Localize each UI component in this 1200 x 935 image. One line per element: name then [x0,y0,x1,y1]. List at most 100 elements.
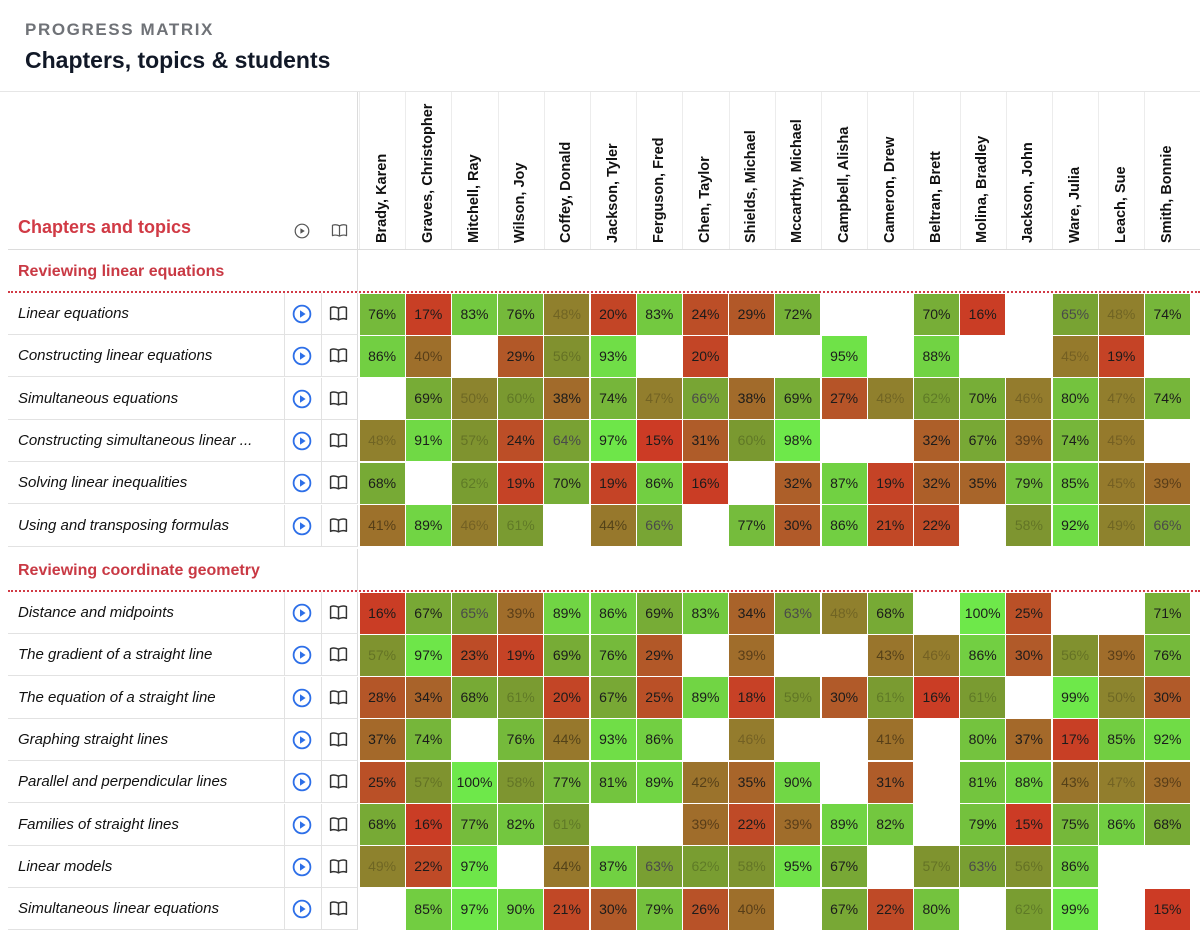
score-cell[interactable]: 75% [1052,804,1098,845]
score-cell[interactable]: 93% [590,335,636,377]
score-cell[interactable]: 86% [960,634,1006,676]
score-cell[interactable]: 16% [359,592,405,634]
score-cell[interactable]: 57% [359,634,405,676]
score-cell[interactable]: 47% [1098,378,1144,420]
score-cell[interactable]: 56% [544,335,590,377]
score-cell[interactable]: 79% [636,888,682,930]
score-cell[interactable]: 24% [683,293,728,335]
student-column-header[interactable]: Ware, Julia [1052,92,1098,249]
score-cell[interactable]: 86% [1098,804,1144,845]
score-cell[interactable]: 58% [1006,505,1052,546]
score-cell[interactable]: 85% [1052,462,1098,504]
score-cell[interactable]: 87% [821,462,867,504]
score-cell[interactable]: 86% [636,719,682,761]
score-cell[interactable]: 67% [405,592,451,634]
score-cell[interactable]: 62% [914,378,959,420]
score-cell[interactable]: 17% [1052,719,1098,761]
score-cell[interactable]: 46% [914,634,959,676]
play-video-icon[interactable] [292,857,312,882]
score-cell[interactable]: 68% [1145,804,1190,845]
score-cell[interactable]: 39% [1145,761,1190,803]
score-cell[interactable]: 59% [775,677,821,719]
score-cell[interactable]: 74% [1052,420,1098,462]
score-cell[interactable]: 79% [1006,462,1052,504]
score-cell[interactable]: 50% [1098,677,1144,719]
play-video-icon[interactable] [292,516,312,541]
open-book-icon[interactable] [329,474,348,496]
score-cell[interactable]: 46% [729,719,775,761]
student-column-header[interactable]: Molina, Bradley [959,92,1006,249]
play-video-icon[interactable] [292,603,312,628]
open-book-icon[interactable] [329,305,348,327]
score-cell[interactable]: 77% [729,505,775,546]
score-cell[interactable]: 18% [729,677,775,719]
student-column-header[interactable]: Wilson, Joy [497,92,544,249]
score-cell[interactable]: 88% [914,335,959,377]
open-book-icon[interactable] [329,432,348,454]
score-cell[interactable]: 79% [960,804,1006,845]
play-video-icon[interactable] [292,772,312,797]
score-cell[interactable]: 85% [405,888,451,930]
topic-row[interactable]: Using and transposing formulas [8,504,358,547]
play-video-icon[interactable] [292,346,312,371]
score-cell[interactable]: 82% [867,804,913,845]
score-cell[interactable]: 29% [498,335,544,377]
open-book-icon[interactable] [329,517,348,539]
score-cell[interactable]: 39% [775,804,821,845]
open-book-icon[interactable] [329,900,348,922]
score-cell[interactable]: 74% [405,719,451,761]
score-cell[interactable]: 57% [452,420,497,462]
score-cell[interactable]: 45% [1052,335,1098,377]
score-cell[interactable]: 47% [636,378,682,420]
open-book-icon[interactable] [329,731,348,753]
score-cell[interactable]: 45% [1098,420,1144,462]
play-video-icon[interactable] [292,389,312,414]
topic-row[interactable]: The gradient of a straight line [8,634,358,677]
score-cell[interactable]: 49% [1098,505,1144,546]
score-cell[interactable]: 21% [867,505,913,546]
score-cell[interactable]: 90% [775,761,821,803]
score-cell[interactable]: 25% [636,677,682,719]
score-cell[interactable]: 28% [359,677,405,719]
score-cell[interactable]: 45% [1098,462,1144,504]
score-cell[interactable]: 65% [1052,293,1098,335]
score-cell[interactable]: 76% [498,293,544,335]
score-cell[interactable]: 63% [636,846,682,888]
score-cell[interactable]: 16% [914,677,959,719]
score-cell[interactable]: 67% [821,846,867,888]
score-cell[interactable]: 32% [775,462,821,504]
student-column-header[interactable]: Jackson, John [1005,92,1052,249]
score-cell[interactable]: 66% [636,505,682,546]
open-book-icon[interactable] [329,773,348,795]
play-video-icon[interactable] [292,899,312,924]
score-cell[interactable]: 76% [1145,634,1190,676]
score-cell[interactable]: 68% [867,592,913,634]
score-cell[interactable]: 30% [821,677,867,719]
score-cell[interactable]: 74% [590,378,636,420]
score-cell[interactable]: 23% [452,634,497,676]
score-cell[interactable]: 63% [775,592,821,634]
score-cell[interactable]: 44% [590,505,636,546]
score-cell[interactable]: 58% [498,761,544,803]
score-cell[interactable]: 17% [405,293,451,335]
score-cell[interactable]: 69% [636,592,682,634]
score-cell[interactable]: 97% [405,634,451,676]
score-cell[interactable]: 40% [405,335,451,377]
score-cell[interactable]: 89% [405,505,451,546]
student-column-header[interactable]: Smith, Bonnie [1144,92,1190,249]
score-cell[interactable]: 49% [359,846,405,888]
score-cell[interactable]: 60% [729,420,775,462]
score-cell[interactable]: 37% [1006,719,1052,761]
score-cell[interactable]: 90% [498,888,544,930]
score-cell[interactable]: 22% [729,804,775,845]
open-book-icon[interactable] [329,689,348,711]
score-cell[interactable]: 61% [960,677,1006,719]
score-cell[interactable]: 66% [1145,505,1190,546]
score-cell[interactable]: 29% [636,634,682,676]
score-cell[interactable]: 20% [590,293,636,335]
score-cell[interactable]: 81% [590,761,636,803]
score-cell[interactable]: 83% [636,293,682,335]
score-cell[interactable]: 19% [1098,335,1144,377]
score-cell[interactable]: 74% [1145,293,1190,335]
score-cell[interactable]: 80% [914,888,959,930]
